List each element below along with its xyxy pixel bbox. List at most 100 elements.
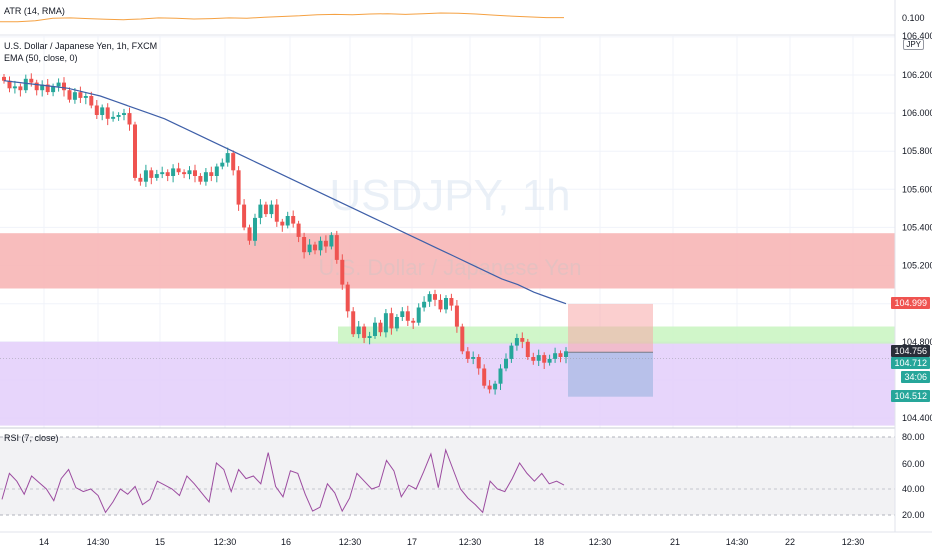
candle	[367, 336, 372, 338]
candle	[253, 217, 257, 241]
candle	[454, 305, 459, 327]
time-axis[interactable]: 14 14:30 15 12:30 16 12:30 17 12:30 18 12:30 21 14:…	[39, 537, 864, 547]
candle	[56, 82, 61, 87]
rsi-line	[1, 448, 565, 514]
rsi-indicator-label[interactable]: RSI (7, close)	[4, 433, 59, 443]
atr-line	[0, 12, 564, 23]
price-tick-label: 105.600	[902, 184, 932, 194]
candle	[307, 244, 312, 253]
candle	[193, 170, 197, 176]
price-axis[interactable]: 106.200 106.000 105.800 105.600 105.400 105.2…	[902, 13, 932, 520]
time-tick-label: 12:30	[339, 537, 362, 547]
candle	[143, 170, 148, 182]
candle	[487, 385, 492, 390]
candle	[34, 82, 39, 91]
rsi-tick-label: 80.00	[902, 432, 925, 442]
countdown-badge: 34:06	[901, 371, 930, 383]
candle	[362, 326, 367, 338]
price-tick-label: 105.200	[902, 261, 932, 271]
candle	[231, 153, 236, 171]
price-tick-label-partial: 106.400	[902, 31, 932, 41]
red-supply-zone[interactable]	[0, 233, 895, 289]
candle	[323, 240, 328, 247]
price-badge-level-green: 104.512	[891, 390, 930, 402]
time-tick-label: 12:30	[214, 537, 237, 547]
candle	[394, 317, 399, 329]
time-tick-label: 12:30	[842, 537, 865, 547]
candle	[433, 294, 437, 300]
symbol-title[interactable]: U.S. Dollar / Japanese Yen, 1h, FXCM	[4, 41, 158, 51]
candle	[165, 172, 170, 176]
time-tick-label: 14:30	[87, 537, 110, 547]
purple-demand-zone[interactable]	[0, 341, 895, 426]
ema-line	[3, 80, 567, 305]
candle	[416, 307, 421, 323]
candle	[94, 105, 99, 115]
candle	[67, 90, 72, 100]
price-pane[interactable]: USDJPY, 1h U.S. Dollar / Japanese Yen	[0, 36, 895, 428]
candle	[133, 124, 137, 178]
price-tick-label: 105.400	[902, 222, 932, 232]
atr-pane	[0, 12, 895, 36]
candle	[514, 338, 519, 346]
time-tick-label: 15	[155, 537, 165, 547]
candle	[7, 80, 12, 89]
candle	[2, 76, 6, 81]
candle	[444, 298, 448, 310]
candle	[105, 107, 110, 119]
candle	[411, 320, 416, 323]
candle	[78, 92, 83, 98]
candle	[531, 357, 536, 361]
candle	[329, 235, 334, 247]
candle	[296, 223, 301, 237]
rsi-pane	[0, 436, 895, 516]
atr-tick-label: 0.100	[902, 13, 925, 23]
candle	[263, 204, 268, 215]
time-tick-label: 22	[785, 537, 795, 547]
candle	[547, 358, 552, 363]
ema-indicator-label[interactable]: EMA (50, close, 0)	[4, 53, 78, 63]
candle	[493, 383, 498, 390]
candle	[220, 162, 225, 167]
candle	[558, 353, 563, 357]
candle	[389, 313, 394, 329]
candle	[62, 82, 66, 91]
candle	[122, 113, 126, 115]
candle	[247, 227, 252, 241]
price-tick-label: 106.200	[902, 70, 932, 80]
candle	[160, 172, 165, 175]
position-stop-zone[interactable]	[568, 303, 653, 353]
candle	[236, 170, 241, 205]
position-target-zone[interactable]	[568, 352, 653, 397]
candle	[12, 86, 17, 89]
candle	[214, 166, 219, 176]
candle	[465, 351, 470, 359]
price-badge-current: 104.712	[891, 357, 930, 369]
candle	[269, 204, 274, 215]
time-tick-label: 17	[407, 537, 417, 547]
candle	[280, 221, 285, 226]
candle	[351, 311, 356, 335]
candle	[378, 322, 383, 333]
candle	[460, 326, 465, 352]
candle	[198, 176, 203, 182]
atr-indicator-label[interactable]: ATR (14, RMA)	[4, 6, 65, 16]
candle	[373, 322, 377, 336]
candle	[149, 170, 154, 178]
candle	[111, 116, 116, 119]
candle	[285, 216, 290, 226]
candle	[154, 174, 159, 178]
currency-button[interactable]: JPY	[903, 39, 924, 50]
candle	[334, 235, 339, 260]
rsi-band	[0, 437, 895, 515]
candle	[83, 96, 88, 98]
candle	[525, 341, 530, 357]
price-badge-last: 104.756	[891, 345, 930, 357]
candle	[51, 86, 56, 93]
candle	[203, 172, 208, 182]
time-tick-label: 21	[670, 537, 680, 547]
candle	[40, 84, 45, 91]
candle	[509, 345, 514, 359]
candle	[340, 259, 345, 285]
